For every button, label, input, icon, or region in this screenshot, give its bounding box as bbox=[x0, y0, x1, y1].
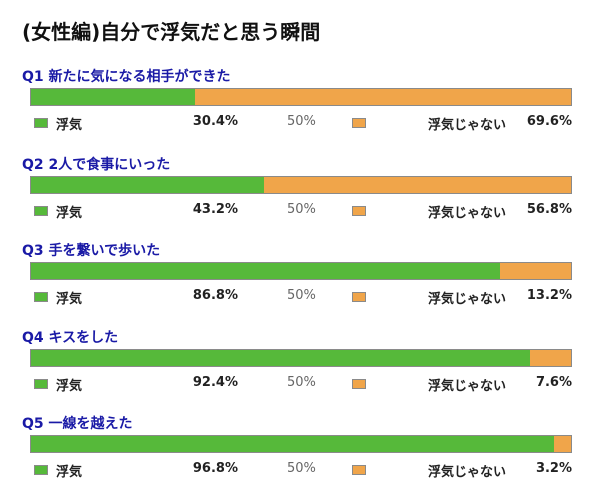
question-block: Q4 キスをした 浮気 92.4% 50% 浮気じゃない 7.6% bbox=[0, 327, 600, 413]
stacked-bar bbox=[30, 88, 572, 106]
bar-segment-not-uwaki bbox=[195, 89, 571, 105]
legend-label-not-uwaki: 浮気じゃない bbox=[428, 292, 507, 307]
value-label-not-uwaki: 13.2% bbox=[526, 288, 572, 303]
legend-row: 浮気 30.4% 50% 浮気じゃない 69.6% bbox=[0, 114, 600, 133]
legend-row: 浮気 43.2% 50% 浮気じゃない 56.8% bbox=[0, 202, 600, 221]
value-label-uwaki: 86.8% bbox=[192, 288, 238, 303]
bar-segment-not-uwaki bbox=[553, 436, 571, 452]
question-block: Q3 手を繋いで歩いた浮気 86.8% 50% 浮気じゃない 13.2% bbox=[0, 240, 600, 326]
question-label: Q2 2人で食事にいった bbox=[22, 157, 171, 173]
question-label: Q1 新たに気になる相手ができた bbox=[22, 69, 231, 85]
midpoint-label: 50% bbox=[287, 202, 316, 217]
bar-segment-uwaki bbox=[31, 89, 196, 105]
bar-segment-uwaki bbox=[31, 263, 500, 279]
legend-swatch-not-uwaki bbox=[352, 118, 366, 128]
bar-segment-uwaki bbox=[31, 436, 554, 452]
midpoint-label: 50% bbox=[287, 375, 316, 390]
value-label-uwaki: 92.4% bbox=[192, 375, 238, 390]
legend-row: 浮気 96.8% 50% 浮気じゃない 3.2% bbox=[0, 461, 600, 480]
bar-segment-not-uwaki bbox=[264, 177, 571, 193]
legend-label-uwaki: 浮気 bbox=[56, 379, 83, 394]
legend-swatch-not-uwaki bbox=[352, 292, 366, 302]
value-label-not-uwaki: 56.8% bbox=[526, 202, 572, 217]
legend-label-not-uwaki: 浮気じゃない bbox=[428, 206, 507, 221]
legend-swatch-not-uwaki bbox=[352, 379, 366, 389]
legend-swatch-uwaki bbox=[34, 379, 48, 389]
value-label-not-uwaki: 3.2% bbox=[535, 461, 572, 476]
stacked-bar bbox=[30, 435, 572, 453]
question-block: Q5 一線を越えた浮気 96.8% 50% 浮気じゃない 3.2% bbox=[0, 413, 600, 499]
bar-segment-uwaki bbox=[31, 350, 530, 366]
stacked-bar bbox=[30, 349, 572, 367]
value-label-uwaki: 96.8% bbox=[192, 461, 238, 476]
legend-label-not-uwaki: 浮気じゃない bbox=[428, 465, 507, 480]
legend-swatch-not-uwaki bbox=[352, 465, 366, 475]
legend-swatch-uwaki bbox=[34, 465, 48, 475]
legend-row: 浮気 86.8% 50% 浮気じゃない 13.2% bbox=[0, 288, 600, 307]
midpoint-label: 50% bbox=[287, 114, 316, 129]
legend-swatch-uwaki bbox=[34, 206, 48, 216]
bar-segment-uwaki bbox=[31, 177, 265, 193]
legend-label-uwaki: 浮気 bbox=[56, 206, 83, 221]
chart-title: (女性編)自分で浮気だと思う瞬間 bbox=[22, 20, 321, 44]
question-label: Q3 手を繋いで歩いた bbox=[22, 243, 161, 259]
midpoint-label: 50% bbox=[287, 461, 316, 476]
value-label-uwaki: 43.2% bbox=[192, 202, 238, 217]
legend-swatch-not-uwaki bbox=[352, 206, 366, 216]
legend-label-uwaki: 浮気 bbox=[56, 465, 83, 480]
value-label-uwaki: 30.4% bbox=[192, 114, 238, 129]
legend-swatch-uwaki bbox=[34, 118, 48, 128]
bar-segment-not-uwaki bbox=[529, 350, 571, 366]
legend-label-not-uwaki: 浮気じゃない bbox=[428, 118, 507, 133]
midpoint-label: 50% bbox=[287, 288, 316, 303]
question-block: Q1 新たに気になる相手ができた浮気 30.4% 50% 浮気じゃない 69.6% bbox=[0, 66, 600, 152]
legend-row: 浮気 92.4% 50% 浮気じゃない 7.6% bbox=[0, 375, 600, 394]
question-block: Q2 2人で食事にいった浮気 43.2% 50% 浮気じゃない 56.8% bbox=[0, 154, 600, 240]
legend-label-uwaki: 浮気 bbox=[56, 292, 83, 307]
question-label: Q4 キスをした bbox=[22, 330, 119, 346]
stacked-bar bbox=[30, 176, 572, 194]
stacked-bar bbox=[30, 262, 572, 280]
legend-swatch-uwaki bbox=[34, 292, 48, 302]
value-label-not-uwaki: 69.6% bbox=[526, 114, 572, 129]
legend-label-uwaki: 浮気 bbox=[56, 118, 83, 133]
value-label-not-uwaki: 7.6% bbox=[535, 375, 572, 390]
question-label: Q5 一線を越えた bbox=[22, 416, 133, 432]
bar-segment-not-uwaki bbox=[499, 263, 571, 279]
legend-label-not-uwaki: 浮気じゃない bbox=[428, 379, 507, 394]
